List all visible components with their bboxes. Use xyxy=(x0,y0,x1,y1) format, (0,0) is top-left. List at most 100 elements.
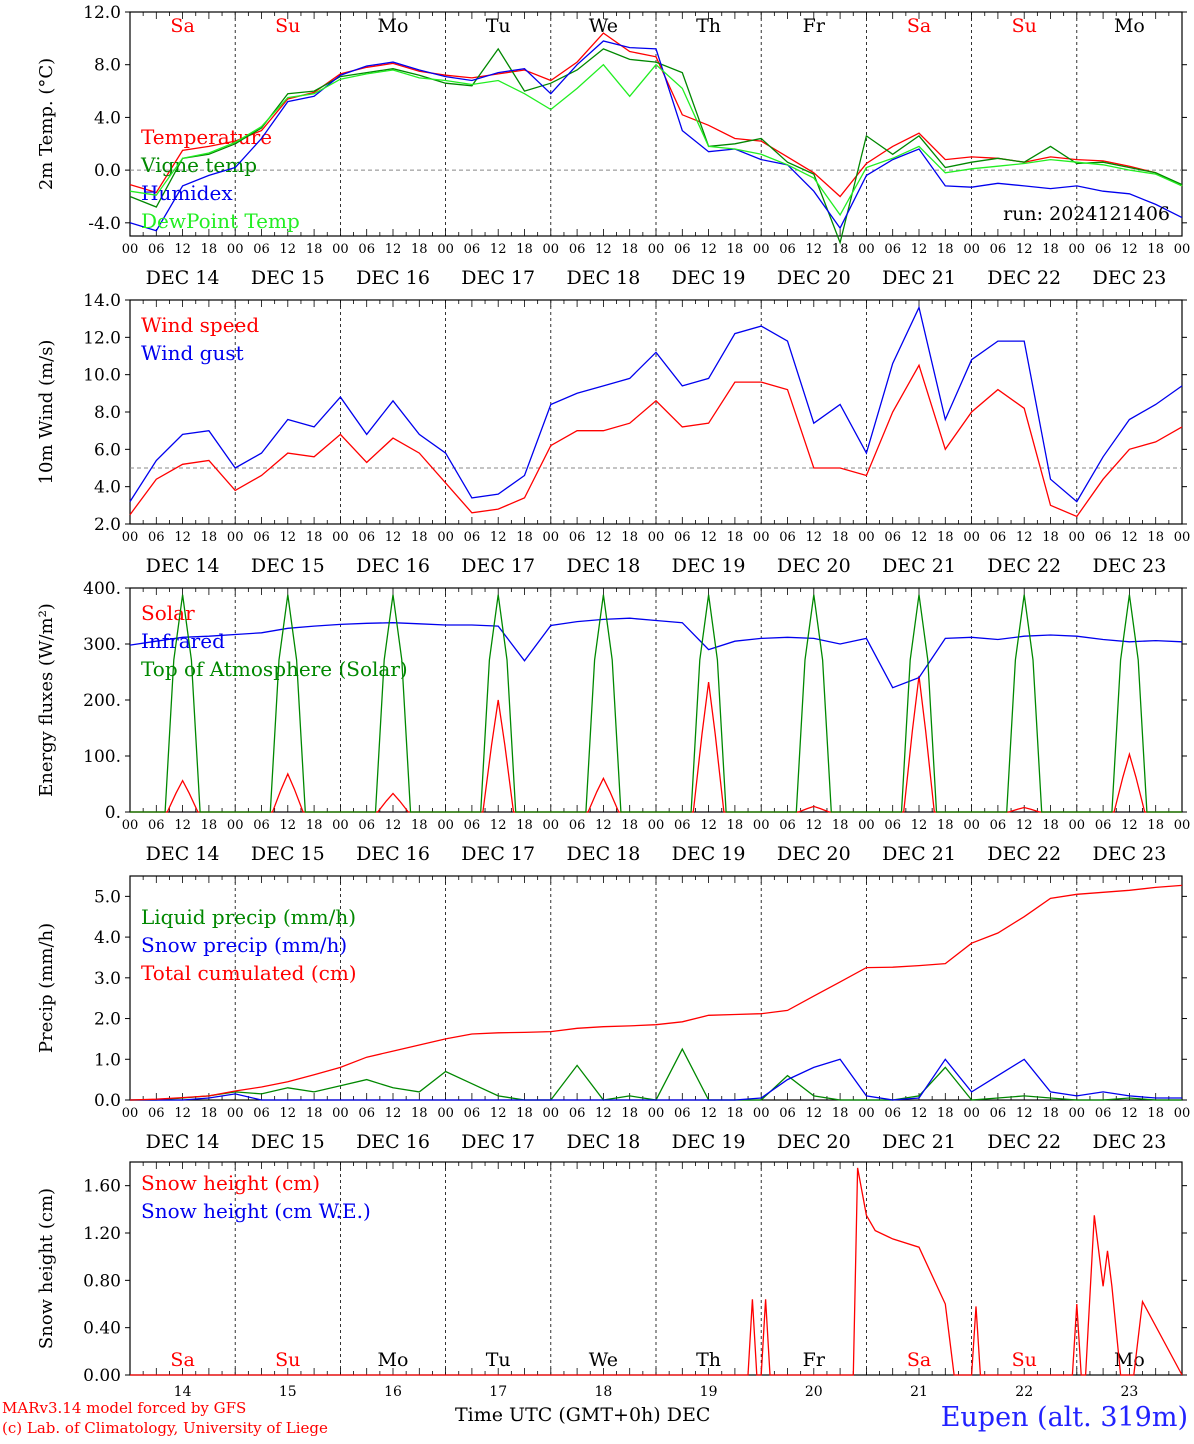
x-day-label: DEC 20 xyxy=(777,267,851,289)
x-hour-label: 00 xyxy=(648,530,665,545)
y-tick-label: 4.0 xyxy=(94,478,121,498)
x-hour-label: 00 xyxy=(1069,818,1086,833)
x-hour-label: 00 xyxy=(1174,1106,1191,1121)
x-hour-label: 00 xyxy=(753,1106,770,1121)
x-hour-label: 18 xyxy=(621,818,638,833)
x-hour-label: 06 xyxy=(464,818,481,833)
x-hour-label: 18 xyxy=(306,530,323,545)
x-day-label: DEC 19 xyxy=(672,843,746,865)
legend-entry: Vigne temp xyxy=(140,153,257,177)
y-tick-label: 12.0 xyxy=(83,328,121,348)
x-day-label: DEC 21 xyxy=(882,555,956,577)
y-tick-label: 14.0 xyxy=(83,291,121,311)
x-hour-label: 12 xyxy=(174,1106,191,1121)
x-hour-label: 12 xyxy=(490,818,507,833)
series-line-vigne-temp xyxy=(129,47,1183,245)
x-hour-label: 06 xyxy=(779,818,796,833)
weekday-label: Th xyxy=(696,15,721,37)
x-hour-label: 06 xyxy=(569,1106,586,1121)
x-hour-label: 00 xyxy=(858,530,875,545)
x-day-label: DEC 14 xyxy=(146,267,220,289)
x-day-number: 18 xyxy=(594,1384,612,1400)
x-hour-label: 18 xyxy=(411,818,428,833)
x-day-label: DEC 21 xyxy=(882,267,956,289)
legend-entry: Humidex xyxy=(141,181,233,205)
x-hour-label: 12 xyxy=(700,1106,717,1121)
x-day-label: DEC 16 xyxy=(356,555,430,577)
x-hour-label: 12 xyxy=(280,242,297,257)
x-hour-label: 00 xyxy=(332,1106,349,1121)
x-hour-label: 12 xyxy=(911,242,928,257)
x-hour-label: 12 xyxy=(385,530,402,545)
x-hour-label: 06 xyxy=(779,530,796,545)
x-day-label: DEC 22 xyxy=(987,843,1061,865)
x-hour-label: 18 xyxy=(621,242,638,257)
x-hour-label: 18 xyxy=(1147,818,1164,833)
x-hour-label: 12 xyxy=(1121,1106,1138,1121)
legend-entry: Wind gust xyxy=(141,341,244,365)
x-day-number: 16 xyxy=(384,1384,402,1400)
x-day-label: DEC 21 xyxy=(882,843,956,865)
x-day-label: DEC 19 xyxy=(672,555,746,577)
x-day-label: DEC 21 xyxy=(882,1131,956,1153)
x-day-label: DEC 19 xyxy=(672,1131,746,1153)
y-tick-label: 2.0 xyxy=(94,1010,121,1030)
x-day-number: 17 xyxy=(489,1384,507,1400)
x-hour-label: 06 xyxy=(1095,1106,1112,1121)
y-tick-label: 12.0 xyxy=(83,3,121,23)
x-hour-label: 00 xyxy=(437,530,454,545)
x-hour-label: 06 xyxy=(464,242,481,257)
x-hour-label: 12 xyxy=(490,1106,507,1121)
x-hour-label: 18 xyxy=(621,530,638,545)
weekday-label: Sa xyxy=(907,1349,931,1371)
x-hour-label: 06 xyxy=(1095,242,1112,257)
legend-entry: Temperature xyxy=(141,125,272,149)
x-hour-label: 00 xyxy=(963,530,980,545)
legend-entry: Total cumulated (cm) xyxy=(141,961,357,985)
series-line-wind-gust xyxy=(129,305,1183,503)
x-day-label: DEC 18 xyxy=(566,267,640,289)
x-hour-label: 06 xyxy=(779,1106,796,1121)
x-hour-label: 18 xyxy=(621,1106,638,1121)
x-hour-label: 06 xyxy=(990,242,1007,257)
x-hour-label: 12 xyxy=(595,242,612,257)
x-hour-label: 00 xyxy=(543,818,560,833)
x-hour-label: 12 xyxy=(806,242,823,257)
x-hour-label: 00 xyxy=(753,818,770,833)
weekday-label: Mo xyxy=(378,1349,409,1371)
x-hour-label: 12 xyxy=(280,818,297,833)
x-day-label: DEC 22 xyxy=(987,555,1061,577)
x-hour-label: 00 xyxy=(1069,242,1086,257)
legend-entry: Infrared xyxy=(141,629,225,653)
y-axis-label: Energy fluxes (W/m²) xyxy=(36,603,57,797)
x-hour-label: 00 xyxy=(122,818,139,833)
x-hour-label: 12 xyxy=(280,1106,297,1121)
series-line-humidex xyxy=(129,40,1183,232)
x-hour-label: 18 xyxy=(1042,1106,1059,1121)
x-hour-label: 06 xyxy=(884,530,901,545)
weekday-label: Sa xyxy=(170,15,194,37)
x-hour-label: 06 xyxy=(884,242,901,257)
x-hour-label: 00 xyxy=(122,1106,139,1121)
run-annotation: run: 2024121406 xyxy=(1003,203,1170,225)
legend-entry: Wind speed xyxy=(141,313,259,337)
x-day-number: 15 xyxy=(279,1384,297,1400)
x-hour-label: 12 xyxy=(806,530,823,545)
x-day-number: 20 xyxy=(805,1384,823,1400)
weekday-label: Su xyxy=(1012,15,1037,37)
x-hour-label: 00 xyxy=(1069,1106,1086,1121)
weekday-label: Fr xyxy=(803,1349,826,1371)
x-day-label: DEC 15 xyxy=(251,555,325,577)
x-hour-label: 06 xyxy=(148,530,165,545)
x-hour-label: 18 xyxy=(306,242,323,257)
x-hour-label: 00 xyxy=(858,818,875,833)
station-name: Eupen (alt. 319m) xyxy=(940,1402,1188,1433)
y-tick-label: 2.0 xyxy=(94,515,121,535)
y-tick-label: 0.0 xyxy=(94,1091,121,1111)
x-day-label: DEC 14 xyxy=(146,1131,220,1153)
x-hour-label: 00 xyxy=(1174,242,1191,257)
x-hour-label: 18 xyxy=(516,818,533,833)
weekday-label: Su xyxy=(275,1349,300,1371)
x-day-label: DEC 16 xyxy=(356,267,430,289)
